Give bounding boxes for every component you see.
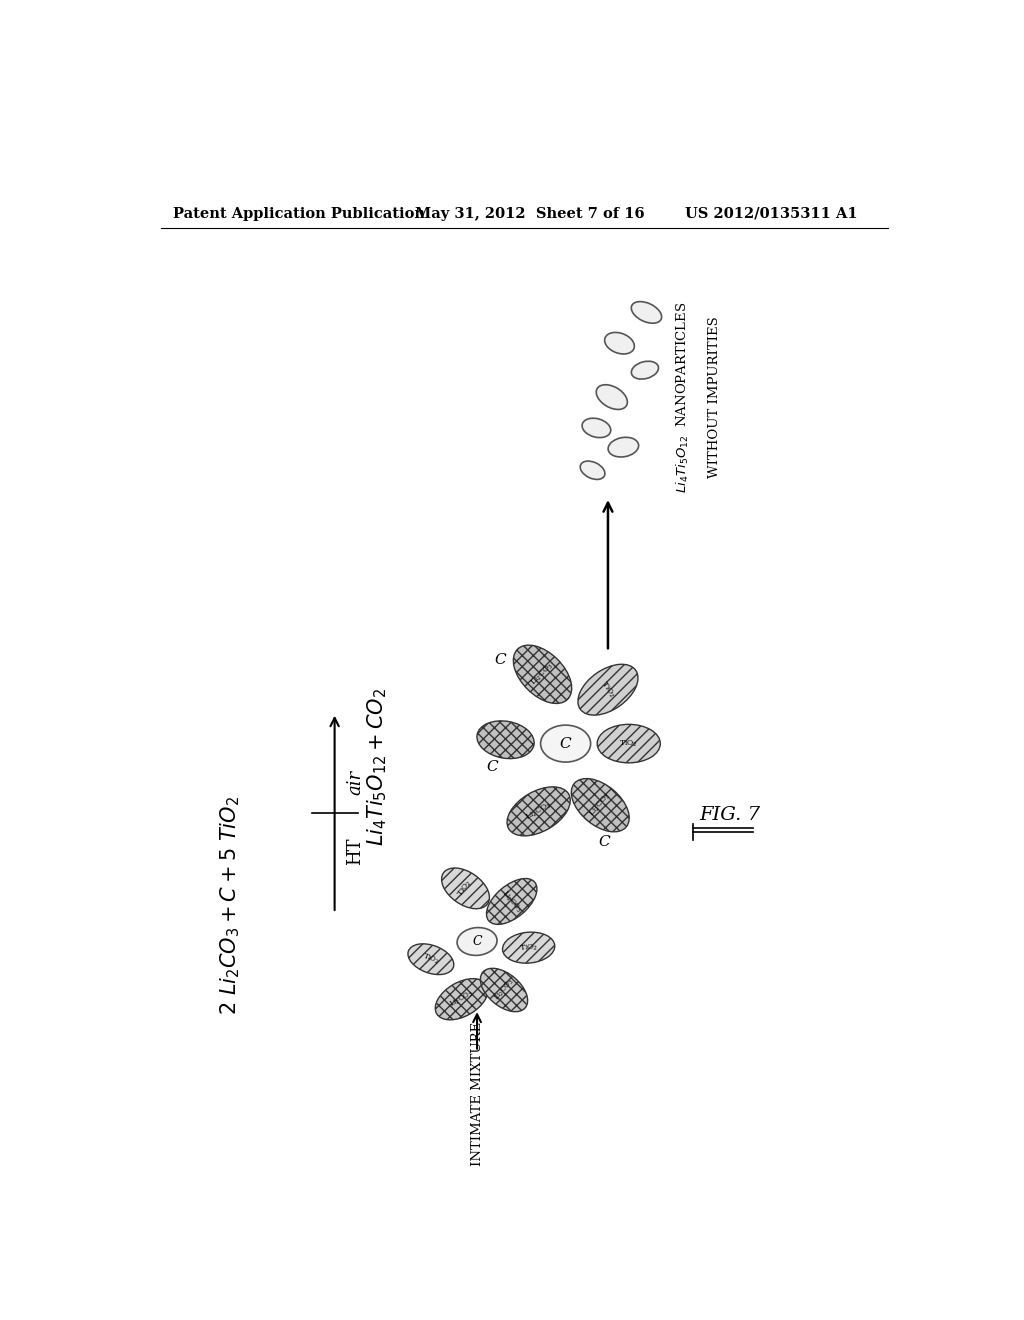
Ellipse shape [632,362,658,379]
Text: Li$_2$CO$_3$: Li$_2$CO$_3$ [500,888,524,915]
Text: $2\ \mathit{Li_2CO_3} + \mathit{C} + 5\ \mathit{TiO_2}$: $2\ \mathit{Li_2CO_3} + \mathit{C} + 5\ … [219,796,243,1015]
Text: INTIMATE MIXTURE: INTIMATE MIXTURE [471,1022,483,1166]
Ellipse shape [507,787,570,836]
Ellipse shape [503,932,555,964]
Ellipse shape [435,978,488,1020]
Text: TiO$_2$: TiO$_2$ [456,878,475,899]
Ellipse shape [480,969,527,1011]
Ellipse shape [631,301,662,323]
Ellipse shape [457,928,497,956]
Ellipse shape [608,437,639,457]
Text: TiO$_2$: TiO$_2$ [519,941,539,953]
Text: TiO$_2$: TiO$_2$ [598,678,617,701]
Ellipse shape [513,645,571,704]
Text: HT: HT [346,838,365,865]
Ellipse shape [477,721,535,759]
Ellipse shape [486,879,537,924]
Text: C: C [598,836,610,849]
Ellipse shape [596,384,628,409]
Ellipse shape [571,779,629,832]
Text: C: C [495,653,506,668]
Ellipse shape [604,333,635,354]
Text: WITHOUT IMPURITIES: WITHOUT IMPURITIES [708,317,721,478]
Ellipse shape [541,725,591,762]
Ellipse shape [597,725,660,763]
Text: TiO$_2$: TiO$_2$ [620,738,638,748]
Text: C: C [560,737,571,751]
Text: Li$_2$CO$_3$: Li$_2$CO$_3$ [492,977,516,1003]
Text: May 31, 2012  Sheet 7 of 16: May 31, 2012 Sheet 7 of 16 [416,207,645,220]
Text: US 2012/0135311 A1: US 2012/0135311 A1 [685,207,857,220]
Text: C: C [486,760,499,774]
Text: $\mathit{Li_4Ti_5O_{12}} + \mathit{CO_2}$: $\mathit{Li_4Ti_5O_{12}} + \mathit{CO_2}… [366,688,389,846]
Text: C: C [472,935,482,948]
Text: air: air [346,770,365,795]
Text: Li$_2$CO$_3$: Li$_2$CO$_3$ [447,989,475,1010]
Text: $Li_4Ti_5O_{12}$  NANOPARTICLES: $Li_4Ti_5O_{12}$ NANOPARTICLES [676,301,691,492]
Text: Li$_2$CO$_3$: Li$_2$CO$_3$ [523,800,554,822]
Text: FIG. 7: FIG. 7 [698,805,760,824]
Ellipse shape [441,869,489,908]
Text: Li$_2$CO$_3$: Li$_2$CO$_3$ [587,791,613,820]
Text: Patent Application Publication: Patent Application Publication [173,207,425,220]
Text: TiO$_2$: TiO$_2$ [421,952,440,968]
Ellipse shape [582,418,610,438]
Ellipse shape [578,664,638,715]
Text: Li$_2$CO$_3$: Li$_2$CO$_3$ [528,660,556,688]
Ellipse shape [408,944,454,974]
Ellipse shape [581,461,605,479]
